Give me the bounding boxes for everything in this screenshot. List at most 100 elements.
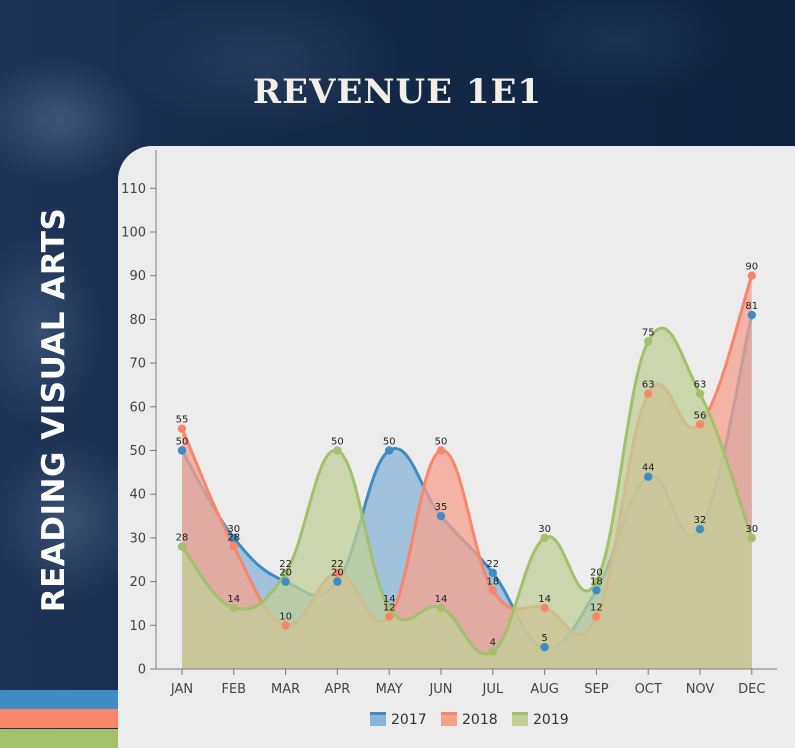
y-tick-label-70: 70 [129,357,146,372]
data-label-2017-MAY: 50 [383,437,396,448]
x-tick-label-NOV: NOV [686,682,715,697]
data-label-2019-SEP: 20 [590,568,603,579]
point-2019-APR[interactable] [333,446,342,455]
y-tick-label-100: 100 [121,226,146,241]
data-label-2018-JUN: 50 [435,437,448,448]
point-2019-AUG[interactable] [540,533,549,543]
data-label-2018-MAR: 10 [279,611,292,622]
y-tick-label-110: 110 [121,182,146,197]
legend-swatch-line-2017 [370,712,386,715]
point-2017-FEB[interactable] [229,533,238,543]
point-2017-APR[interactable] [333,577,342,586]
legend-item-2019[interactable]: 2019 [512,712,569,728]
point-2017-OCT[interactable] [644,472,653,481]
data-label-2018-APR: 22 [331,559,344,570]
point-2018-JUL[interactable] [488,586,497,595]
data-label-2019-JUL: 4 [490,638,496,649]
x-tick-label-SEP: SEP [584,682,608,697]
legend-swatch-2017 [370,712,386,726]
point-2018-JUN[interactable] [436,446,446,455]
point-2017-NOV[interactable] [695,524,705,534]
series-areas [180,275,754,669]
x-tick-label-JUL: JUL [482,682,504,697]
data-label-2019-MAR: 22 [279,559,292,570]
point-2019-MAR[interactable] [281,568,290,578]
point-2019-NOV[interactable] [695,389,705,398]
data-label-2017-DEC: 81 [745,301,758,312]
legend-swatch-line-2018 [441,712,457,715]
point-2018-SEP[interactable] [592,612,601,621]
data-label-2017-SEP: 18 [590,576,603,587]
point-2019-FEB[interactable] [229,603,238,613]
y-tick-label-60: 60 [129,400,146,415]
x-tick-label-OCT: OCT [635,682,662,697]
data-label-2019-JUN: 14 [435,594,448,605]
data-label-2019-MAY: 14 [383,594,396,605]
chart-axes: 0 10 20 30 40 50 60 70 80 90 100 110 JAN FEB MAR APR MAY… [121,150,777,697]
data-label-2018-OCT: 63 [642,380,655,391]
data-label-2018-DEC: 90 [745,262,758,273]
point-2018-FEB[interactable] [229,542,238,551]
point-2018-MAR[interactable] [281,621,290,630]
point-2019-OCT[interactable] [644,337,653,346]
point-2017-JUN[interactable] [436,511,446,521]
data-label-2018-JAN: 55 [176,415,189,426]
point-2018-JAN[interactable] [177,424,187,433]
data-label-2019-AUG: 30 [538,524,551,535]
point-2019-MAY[interactable] [385,603,394,613]
point-2019-DEC[interactable] [747,533,756,543]
point-2017-JUL[interactable] [488,568,497,578]
x-tick-label-APR: APR [325,682,351,697]
legend-label-2018: 2018 [462,712,498,728]
y-tick-label-30: 30 [129,531,146,546]
x-tick-label-JAN: JAN [170,682,193,697]
legend-label-2019: 2019 [533,712,569,728]
point-2019-JUN[interactable] [436,603,446,613]
y-tick-label-10: 10 [129,619,146,634]
point-2017-JAN[interactable] [177,446,187,455]
data-label-2019-FEB: 14 [227,594,240,605]
data-label-2018-SEP: 12 [590,603,603,614]
point-2018-DEC[interactable] [747,271,756,280]
x-tick-label-FEB: FEB [221,682,246,697]
point-2018-APR[interactable] [333,568,342,578]
y-tick-label-40: 40 [129,488,146,503]
point-2018-OCT[interactable] [644,389,653,398]
data-label-2017-NOV: 32 [694,515,707,526]
stripe-orange [0,709,118,728]
legend-swatch-line-2019 [512,712,528,715]
data-label-2017-FEB: 30 [227,524,240,535]
point-2019-JAN[interactable] [177,542,187,551]
point-2018-NOV[interactable] [695,420,705,429]
data-label-2019-NOV: 63 [694,380,707,391]
data-label-2019-OCT: 75 [642,327,655,338]
series-points [177,271,756,656]
point-2017-MAR[interactable] [281,577,290,586]
x-tick-label-AUG: AUG [530,682,558,697]
x-tick-label-MAY: MAY [376,682,403,697]
y-tick-label-80: 80 [129,313,146,328]
data-label-2019-DEC: 30 [745,524,758,535]
point-2017-MAY[interactable] [385,446,394,455]
legend-label-2017: 2017 [391,712,427,728]
point-2019-SEP[interactable] [592,577,601,586]
stripe-blue [0,690,118,709]
data-label-2018-JUL: 18 [486,576,499,587]
legend-item-2018[interactable]: 2018 [441,712,498,728]
x-tick-label-MAR: MAR [271,682,300,697]
data-label-2018-AUG: 14 [538,594,551,605]
point-2017-DEC[interactable] [747,310,756,320]
legend[interactable]: 2017 2018 2019 [370,712,569,728]
y-tick-label-50: 50 [129,444,146,459]
chart-title: REVENUE 1E1 [252,72,543,112]
point-2017-AUG[interactable] [540,642,549,652]
x-tick-label-DEC: DEC [738,682,765,697]
legend-swatch-2019 [512,712,528,726]
point-2018-AUG[interactable] [540,603,549,613]
point-2019-JUL[interactable] [488,647,497,656]
legend-swatch-2018 [441,712,457,726]
point-2018-MAY[interactable] [385,612,394,621]
point-2017-SEP[interactable] [592,586,601,595]
legend-item-2017[interactable]: 2017 [370,712,427,728]
